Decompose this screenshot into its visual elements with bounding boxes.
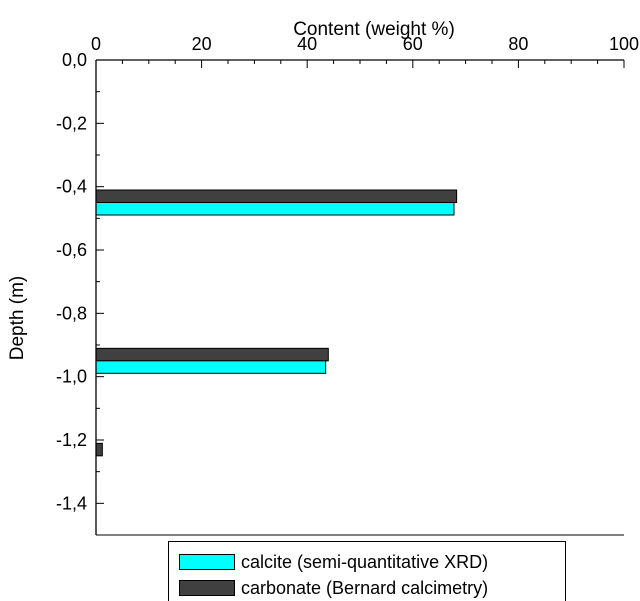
bar-carbonate — [95, 189, 458, 203]
y-axis-label: Depth (m) — [7, 276, 28, 360]
x-tick-label: 60 — [403, 34, 423, 54]
y-tick-label: 0,0 — [62, 50, 87, 70]
y-tick-label: -0,2 — [56, 113, 87, 133]
x-tick-label: 100 — [609, 34, 639, 54]
bar-calcite — [95, 202, 455, 216]
legend-label-calcite: calcite (semi-quantitative XRD) — [241, 551, 489, 572]
bars — [95, 189, 458, 457]
legend-label-carbonate: carbonate (Bernard calcimetry) — [241, 577, 489, 598]
bar-carbonate — [95, 442, 103, 457]
legend-item-carbonate: carbonate (Bernard calcimetry) — [169, 576, 488, 600]
x-tick-label: 20 — [192, 34, 212, 54]
legend-item-calcite: calcite (semi-quantitative XRD) — [169, 550, 488, 574]
bar-carbonate — [95, 347, 329, 362]
legend: calcite (semi-quantitative XRD) carbonat… — [168, 541, 566, 601]
x-tick-labels: 0 20 40 60 80 100 — [91, 34, 639, 54]
legend-swatch-calcite — [179, 554, 235, 570]
y-tick-label: -0,4 — [56, 177, 87, 197]
bar-calcite — [95, 360, 327, 374]
y-tick-label: -1,4 — [56, 493, 87, 513]
y-tick-label: -0,6 — [56, 240, 87, 260]
y-tick-label: -1,2 — [56, 430, 87, 450]
y-tick-label: -1,0 — [56, 367, 87, 387]
x-tick-label: 0 — [91, 34, 101, 54]
x-tick-label: 40 — [297, 34, 317, 54]
axes — [95, 59, 625, 536]
x-tick-label: 80 — [508, 34, 528, 54]
y-tick-label: -0,8 — [56, 303, 87, 323]
chart-title: Content (weight %) — [293, 19, 455, 40]
y-tick-labels: 0,0 -0,2 -0,4 -0,6 -0,8 -1,0 -1,2 -1,4 — [56, 50, 87, 513]
legend-swatch-carbonate — [179, 580, 235, 596]
